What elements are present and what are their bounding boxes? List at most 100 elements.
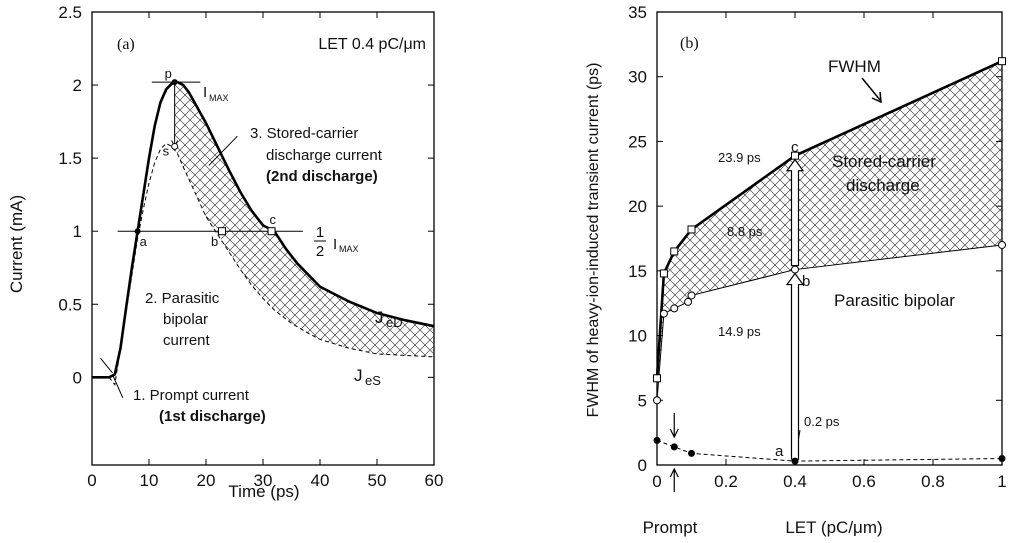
- panel-a-prompt-leader: [100, 358, 113, 374]
- panel-b-parasitic-point: [998, 240, 1006, 249]
- panel-a-y-tick-label: 1.5: [58, 149, 82, 168]
- panel-a-label: (a): [117, 36, 135, 53]
- panel-a-point-label: s: [163, 143, 170, 158]
- panel-a-y-tick-label: 0.5: [58, 295, 82, 314]
- panel-b-point-a-label: a: [775, 443, 784, 460]
- panel-b-value-8-8: 8.8 ps: [727, 224, 763, 239]
- panel-b-parasitic-point: [659, 309, 668, 318]
- panel-b-fwhm-leader: [861, 77, 881, 101]
- panel-b-prompt-axis-label: Prompt: [643, 518, 698, 537]
- panel-a-y-axis-label: Current (mA): [7, 195, 26, 293]
- svg-text:J: J: [354, 366, 363, 385]
- panel-b-x-tick-label: 0: [652, 472, 661, 491]
- svg-text:I: I: [333, 236, 337, 253]
- panel-b-parasitic-point: [791, 265, 799, 274]
- panel-a-point-b: [217, 227, 226, 236]
- panel-a-point-label: b: [211, 234, 218, 249]
- panel-b-x-axis-label: LET (pC/μm): [785, 518, 882, 537]
- panel-a-half-imax-label: 1 2 I MAX: [314, 224, 359, 260]
- panel-b-arrows: [669, 158, 805, 492]
- panel-b-y-tick-label: 15: [628, 262, 647, 281]
- panel-b-value-14-9: 14.9 ps: [718, 324, 761, 339]
- panel-b-stored-label-1: Stored-carrier: [832, 152, 936, 171]
- panel-a-prompt-leader: [112, 375, 124, 398]
- panel-a-stored-carrier-region: [174, 82, 434, 357]
- panel-b-parasitic-point: [684, 297, 693, 306]
- panel-b-x-tick-label: 0.2: [714, 472, 738, 491]
- panel-b-fwhm-point: [653, 374, 661, 383]
- panel-a-stored-leader: [208, 135, 238, 166]
- panel-b-prompt-up-arrow-head: [669, 467, 679, 478]
- panel-b-prompt-down-arrow-head: [669, 428, 679, 439]
- panel-b-prompt-point: [998, 455, 1006, 463]
- panel-b-y-tick-label: 35: [628, 3, 647, 22]
- svg-text:eD: eD: [386, 315, 403, 330]
- panel-a-x-tick-label: 20: [197, 471, 216, 490]
- panel-a-y-tick-label: 2: [73, 76, 82, 95]
- svg-text:MAX: MAX: [209, 93, 229, 103]
- panel-b-parasitic-point: [670, 304, 679, 313]
- panel-b-fwhm-point: [670, 247, 679, 256]
- panel-a-point-a: [134, 228, 141, 235]
- panel-b-y-tick-label: 0: [638, 456, 647, 475]
- panel-b-arrow-14-9: [785, 272, 805, 460]
- panel-b-stored-label-2: discharge: [846, 176, 920, 195]
- panel-b-x-tick-label: 0.6: [852, 472, 876, 491]
- svg-text:J: J: [375, 308, 384, 327]
- panel-a-x-tick-label: 10: [140, 471, 159, 490]
- panel-b-points: [653, 57, 1006, 465]
- svg-text:MAX: MAX: [339, 244, 359, 254]
- panel-b-label: (b): [680, 35, 699, 52]
- panel-a-parasitic-label-1: 2. Parasitic: [145, 290, 220, 307]
- panel-a-x-tick-label: 0: [87, 471, 96, 490]
- panel-a-parasitic-label-2: bipolar: [163, 311, 208, 328]
- panel-b-fwhm-point: [998, 57, 1006, 66]
- panel-a-jes-label: J eS: [354, 366, 381, 388]
- svg-text:eS: eS: [365, 373, 381, 388]
- panel-b-x-tick-label: 0.8: [921, 472, 945, 491]
- panel-b-hatched-area: [657, 61, 1002, 401]
- panel-a-point-s: [171, 142, 179, 150]
- panel-b-parasitic-label: Parasitic bipolar: [834, 291, 955, 310]
- panel-b-fwhm-leader-head: [871, 91, 882, 104]
- panel-b-point-b-label: b: [802, 273, 810, 290]
- panel-a-jed-series-line: [92, 80, 435, 379]
- panel-b-prompt-point: [688, 449, 695, 457]
- panel-b-value-0-2: 0.2 ps: [804, 414, 840, 429]
- panel-b-x-tick-label: 1: [997, 472, 1006, 491]
- panel-a-stored-label-2: discharge current: [266, 147, 383, 164]
- panel-b-y-axis-label: FWHM of heavy-ion-induced transient curr…: [585, 63, 602, 418]
- panel-a: 0 10 20 30 40 50 60 0 0.5 1 1.5 2 2.5 a b c p s (a) LET …: [7, 3, 443, 501]
- panel-b-prompt-point: [791, 457, 799, 465]
- panel-b-fwhm-label: FWHM: [828, 57, 881, 76]
- panel-b-point-c-label: c: [791, 139, 799, 156]
- panel-a-hatched-area: [174, 82, 434, 357]
- panel-a-y-tick-label: 2.5: [58, 3, 82, 22]
- panel-a-y-tick-label: 1: [73, 222, 82, 241]
- panel-b-prompt-point: [670, 443, 678, 451]
- panel-b-y-tick-label: 10: [628, 327, 647, 346]
- panel-b-value-23-9: 23.9 ps: [718, 150, 761, 165]
- svg-text:I: I: [203, 84, 207, 101]
- panel-a-x-tick-label: 40: [311, 471, 330, 490]
- panel-b-fwhm-point: [791, 151, 799, 160]
- panel-a-parasitic-label-3: current: [163, 332, 211, 349]
- panel-b-fwhm-point: [687, 225, 696, 234]
- panel-a-x-tick-label: 30: [254, 471, 273, 490]
- panel-a-points: a b c p s: [134, 66, 277, 249]
- panel-a-point-p: [171, 79, 178, 86]
- panel-a-jed-label: J eD: [375, 308, 403, 330]
- panel-a-prompt-label-1: 1. Prompt current: [133, 387, 250, 404]
- panel-b-arrow-8-8: [785, 158, 805, 267]
- panel-a-stored-label-1: 3. Stored-carrier: [250, 125, 358, 142]
- panel-a-imax-label: I MAX: [203, 84, 229, 103]
- panel-a-point-label: p: [165, 66, 172, 81]
- panel-a-ticks: 0 10 20 30 40 50 60 0 0.5 1 1.5 2 2.5: [58, 3, 443, 490]
- panel-a-let-text: LET 0.4 pC/μm: [318, 36, 426, 53]
- panel-b-x-tick-label: 0.4: [783, 472, 807, 491]
- panel-b-y-tick-label: 30: [628, 68, 647, 87]
- panel-a-x-tick-label: 60: [425, 471, 444, 490]
- panel-b-prompt-point: [653, 436, 661, 444]
